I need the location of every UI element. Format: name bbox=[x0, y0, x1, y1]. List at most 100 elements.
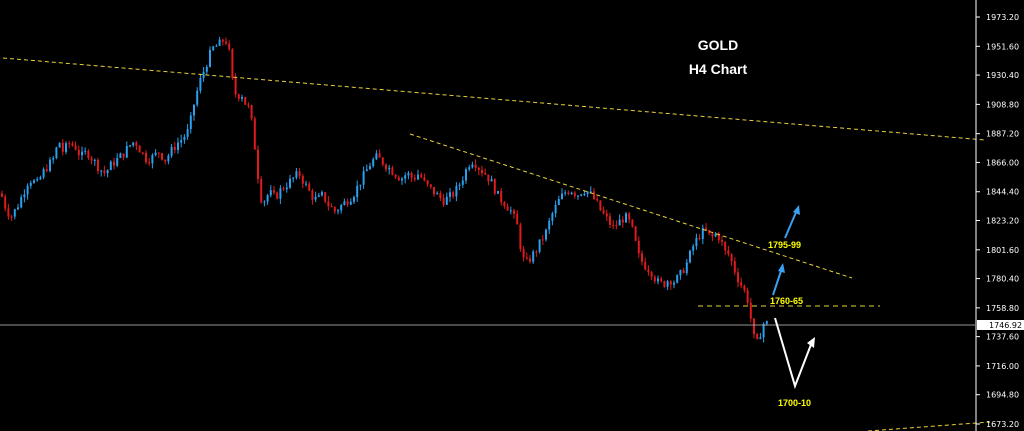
candle-bull bbox=[129, 145, 131, 147]
candle-bull bbox=[23, 194, 26, 198]
candle-bull bbox=[676, 275, 679, 283]
candle-bear bbox=[429, 184, 432, 187]
candle-bear bbox=[753, 318, 755, 335]
candle-bull bbox=[548, 220, 551, 230]
candle-bear bbox=[660, 278, 663, 282]
candle-bull bbox=[263, 201, 266, 203]
up-arrow-2-head bbox=[778, 263, 785, 273]
candle-bear bbox=[122, 153, 125, 158]
candle-bear bbox=[503, 202, 506, 207]
candle-bear bbox=[484, 173, 487, 175]
long-resistance-trendline bbox=[2, 57, 986, 141]
candle-bear bbox=[71, 143, 74, 146]
candle-bear bbox=[276, 192, 279, 199]
candle-bear bbox=[7, 208, 10, 217]
candle-bull bbox=[125, 145, 128, 158]
candle-bear bbox=[573, 192, 576, 197]
candle-bear bbox=[381, 157, 384, 165]
candle-bull bbox=[701, 228, 704, 239]
candle-bull bbox=[365, 169, 368, 172]
candle-bear bbox=[253, 118, 256, 150]
candle-bear bbox=[599, 200, 602, 211]
candle-bull bbox=[449, 192, 451, 197]
candle-bear bbox=[487, 174, 490, 182]
candle-bull bbox=[100, 170, 103, 172]
chart-title: GOLD bbox=[698, 37, 738, 53]
candle-bull bbox=[39, 177, 42, 180]
price-tick-label: 1951.60 bbox=[986, 42, 1019, 51]
candle-bull bbox=[436, 193, 439, 195]
candle-bear bbox=[609, 216, 611, 225]
candle-bull bbox=[154, 152, 157, 156]
candle-bull bbox=[759, 337, 762, 340]
candle-bull bbox=[93, 159, 96, 161]
descending-resistance-trendline bbox=[409, 133, 853, 279]
candle-bull bbox=[199, 77, 202, 91]
candle-bull bbox=[189, 115, 192, 130]
candle-bull bbox=[177, 142, 179, 151]
candle-bear bbox=[378, 153, 381, 158]
candle-bear bbox=[519, 224, 522, 250]
candle-bull bbox=[340, 205, 343, 211]
candle-bear bbox=[61, 142, 64, 152]
candle-bull bbox=[317, 195, 320, 197]
up-arrow-1-shaft bbox=[784, 209, 798, 239]
price-tick-label: 1801.60 bbox=[986, 246, 1019, 255]
candle-bear bbox=[522, 249, 525, 258]
price-tick-label: 1758.80 bbox=[986, 304, 1019, 313]
candle-bull bbox=[445, 196, 448, 205]
candle-bear bbox=[724, 241, 727, 251]
price-tick-label: 1973.20 bbox=[986, 13, 1019, 22]
candle-bull bbox=[305, 183, 307, 185]
level-label-1700-10: 1700-10 bbox=[778, 398, 811, 408]
candle-bear bbox=[346, 201, 349, 205]
candle-bear bbox=[141, 152, 144, 154]
price-tick-label: 1780.40 bbox=[986, 275, 1019, 284]
candle-bull bbox=[42, 169, 45, 178]
candle-bear bbox=[4, 196, 7, 209]
candle-bull bbox=[212, 46, 215, 50]
candle-bear bbox=[234, 78, 237, 95]
candle-bull bbox=[551, 213, 554, 221]
candle-bear bbox=[231, 49, 234, 79]
candle-bear bbox=[273, 190, 275, 193]
price-tick-label: 1673.20 bbox=[986, 420, 1019, 429]
candle-bull bbox=[209, 49, 211, 67]
candle-bear bbox=[10, 216, 13, 218]
candle-bear bbox=[567, 192, 570, 195]
candle-bull bbox=[218, 39, 221, 46]
candle-bear bbox=[756, 334, 759, 340]
candle-bull bbox=[116, 158, 119, 166]
candle-bear bbox=[221, 39, 224, 42]
candle-bull bbox=[20, 197, 23, 208]
candle-bear bbox=[324, 192, 327, 202]
price-axis-ticks: 1973.20 1951.60 1930.40 1908.80 1887.20 1866.… bbox=[976, 13, 1019, 429]
candle-bear bbox=[682, 270, 685, 274]
candle-bear bbox=[87, 150, 90, 159]
candle-bull bbox=[170, 146, 173, 156]
candle-bear bbox=[743, 285, 746, 291]
candle-bear bbox=[615, 224, 618, 226]
candle-bull bbox=[417, 174, 419, 180]
candle-bull bbox=[362, 171, 365, 185]
candle-bull bbox=[468, 167, 471, 170]
candle-bear bbox=[733, 261, 736, 273]
candle-bull bbox=[321, 192, 323, 196]
candle-bull bbox=[692, 246, 695, 251]
trendlines bbox=[2, 57, 991, 431]
candle-bear bbox=[602, 210, 605, 214]
candle-bear bbox=[397, 177, 400, 181]
candle-bull bbox=[285, 187, 288, 190]
candle-bull bbox=[762, 323, 765, 338]
candle-bull bbox=[356, 185, 359, 198]
candle-bear bbox=[650, 272, 653, 277]
candle-bull bbox=[151, 155, 154, 164]
candle-bull bbox=[561, 193, 563, 200]
current-price-tag-label: 1746.92 bbox=[989, 321, 1022, 330]
candle-bear bbox=[596, 199, 599, 201]
candle-bear bbox=[631, 219, 634, 227]
candle-bear bbox=[634, 226, 637, 241]
candle-bull bbox=[490, 179, 493, 182]
candle-bear bbox=[439, 193, 442, 199]
candle-bear bbox=[420, 174, 423, 178]
